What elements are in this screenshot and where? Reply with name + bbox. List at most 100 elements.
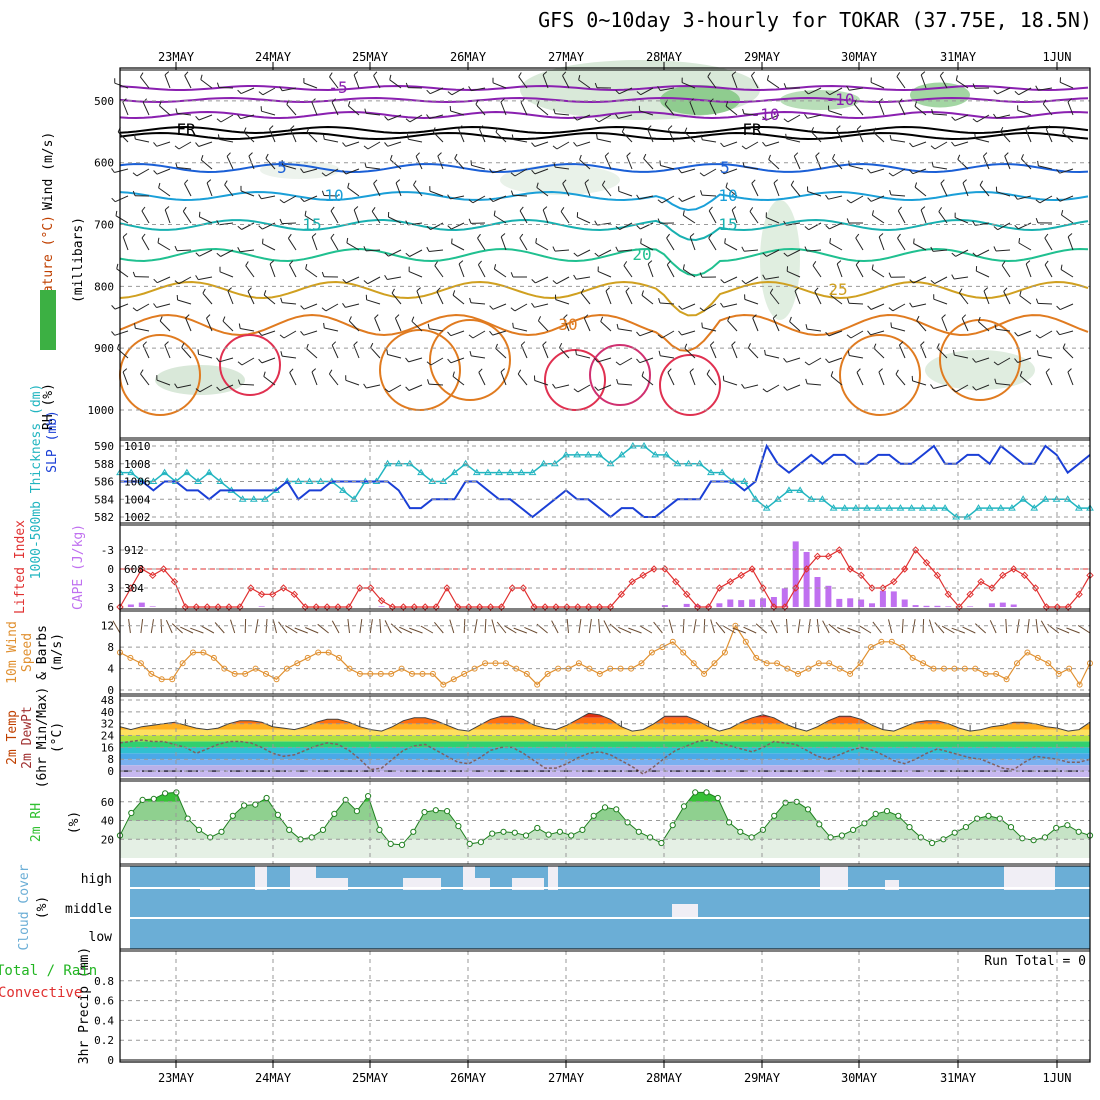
wind10-barb xyxy=(598,619,601,634)
thickness-marker xyxy=(495,468,503,476)
rh-marker xyxy=(996,815,1003,822)
wind-barb-feather xyxy=(342,170,347,175)
wind-barb-feather xyxy=(202,288,206,294)
wind-barb xyxy=(240,87,255,95)
wind-barb xyxy=(850,330,864,339)
wind-barb xyxy=(664,103,675,116)
ylabel-cloud: Cloud Cover xyxy=(17,864,32,950)
panel-ylabel: 10m Wind Speed & Barbs (m/s) xyxy=(5,621,65,684)
ytick-label: 48 xyxy=(101,694,114,707)
rh-marker xyxy=(432,807,439,814)
wind-barb-feather xyxy=(615,226,621,230)
lifted-marker xyxy=(312,603,320,611)
lifted-marker xyxy=(977,577,985,586)
wind-barb xyxy=(408,384,423,391)
wind10-barb xyxy=(928,619,934,634)
wind-barb-feather xyxy=(395,179,401,184)
thickness-marker xyxy=(584,450,593,458)
wind10-barb xyxy=(112,620,121,634)
wind-barb-feather xyxy=(174,245,178,251)
rh-marker xyxy=(613,806,620,813)
lifted-marker xyxy=(192,603,200,611)
wind-barb xyxy=(542,209,549,224)
wind-barb-feather xyxy=(200,155,204,161)
wind-barb-feather xyxy=(195,275,199,280)
wind-barb-feather xyxy=(958,288,963,294)
wind-barb xyxy=(219,384,234,392)
wind-barb-feather xyxy=(794,287,800,292)
wind-barb-feather xyxy=(700,134,703,140)
wind-barb xyxy=(580,292,591,305)
wind-barb-feather xyxy=(678,330,682,336)
wind-barb-feather xyxy=(993,246,997,252)
wind-barb xyxy=(140,76,150,89)
wind10-barb xyxy=(420,625,434,634)
wind-barb-feather xyxy=(678,305,683,310)
wind-barb-feather xyxy=(983,152,988,157)
wind10-marker xyxy=(377,670,384,677)
cloud-row-label: middle xyxy=(65,902,112,917)
rh-marker xyxy=(658,839,665,847)
wind-barb xyxy=(303,303,318,310)
wind-barb-feather xyxy=(871,210,874,216)
wind-barb-feather xyxy=(489,330,493,336)
wind-barb-feather xyxy=(930,280,936,284)
wind-barb xyxy=(1042,103,1053,116)
wind-barb xyxy=(263,376,276,386)
wind-barb xyxy=(619,222,633,231)
wind-barb xyxy=(934,276,948,285)
wind-barb xyxy=(555,113,570,116)
wind-barb xyxy=(996,114,1011,119)
rh-marker xyxy=(398,841,406,849)
wind-barb-feather xyxy=(825,358,830,363)
wind-barb-feather xyxy=(563,314,568,319)
wind-barb-feather xyxy=(195,388,201,393)
wind-barb xyxy=(660,165,675,170)
wind-barb xyxy=(536,105,549,116)
cloud-clear-mid xyxy=(672,904,698,918)
rh-badge xyxy=(40,290,56,350)
cape-bar xyxy=(890,591,897,607)
wind-barb xyxy=(870,81,885,89)
wind-barb xyxy=(262,87,276,96)
lifted-marker xyxy=(835,546,844,554)
wind-barb-feather xyxy=(258,91,264,96)
wind-barb xyxy=(828,357,843,364)
rh-shade-4 xyxy=(760,200,800,320)
wind-barb xyxy=(855,237,864,251)
wind-barb xyxy=(689,101,696,116)
wind-barb xyxy=(479,128,486,143)
cape-bar xyxy=(901,599,908,607)
wind-barb-feather xyxy=(641,290,644,296)
wind-barb-feather xyxy=(248,152,253,157)
wind-barb-feather xyxy=(1035,85,1039,91)
wind-barb xyxy=(282,355,297,359)
wind-barb-feather xyxy=(132,172,138,177)
wind10-barb xyxy=(496,621,507,634)
wind-barb xyxy=(766,249,780,257)
wind10-marker xyxy=(857,660,864,667)
wind-barb-feather xyxy=(1035,334,1041,339)
wind-barb-feather xyxy=(405,357,409,363)
wind-barb xyxy=(643,158,654,170)
cape-bar xyxy=(792,541,799,607)
wind10-marker xyxy=(429,670,436,677)
wind-barb xyxy=(330,210,339,224)
wind-barb xyxy=(913,276,927,284)
wind-barb-feather xyxy=(930,384,934,389)
ytick-left: 586 xyxy=(94,476,114,489)
wind-barb xyxy=(222,320,234,332)
wind-barb-feather xyxy=(951,274,955,280)
wind-barb xyxy=(387,354,402,359)
wind-barb-feather xyxy=(600,316,604,322)
date-label-bottom: 28MAY xyxy=(646,1071,683,1085)
rh-marker xyxy=(342,796,349,804)
wind-barb xyxy=(324,138,339,143)
wind-barb xyxy=(282,302,297,305)
wind-barb-feather xyxy=(1045,125,1051,130)
wind-barb xyxy=(555,166,570,170)
wind-barb-feather xyxy=(111,168,115,173)
wind10-barb xyxy=(822,620,830,634)
thickness-marker xyxy=(985,504,994,511)
lifted-marker xyxy=(334,603,342,611)
